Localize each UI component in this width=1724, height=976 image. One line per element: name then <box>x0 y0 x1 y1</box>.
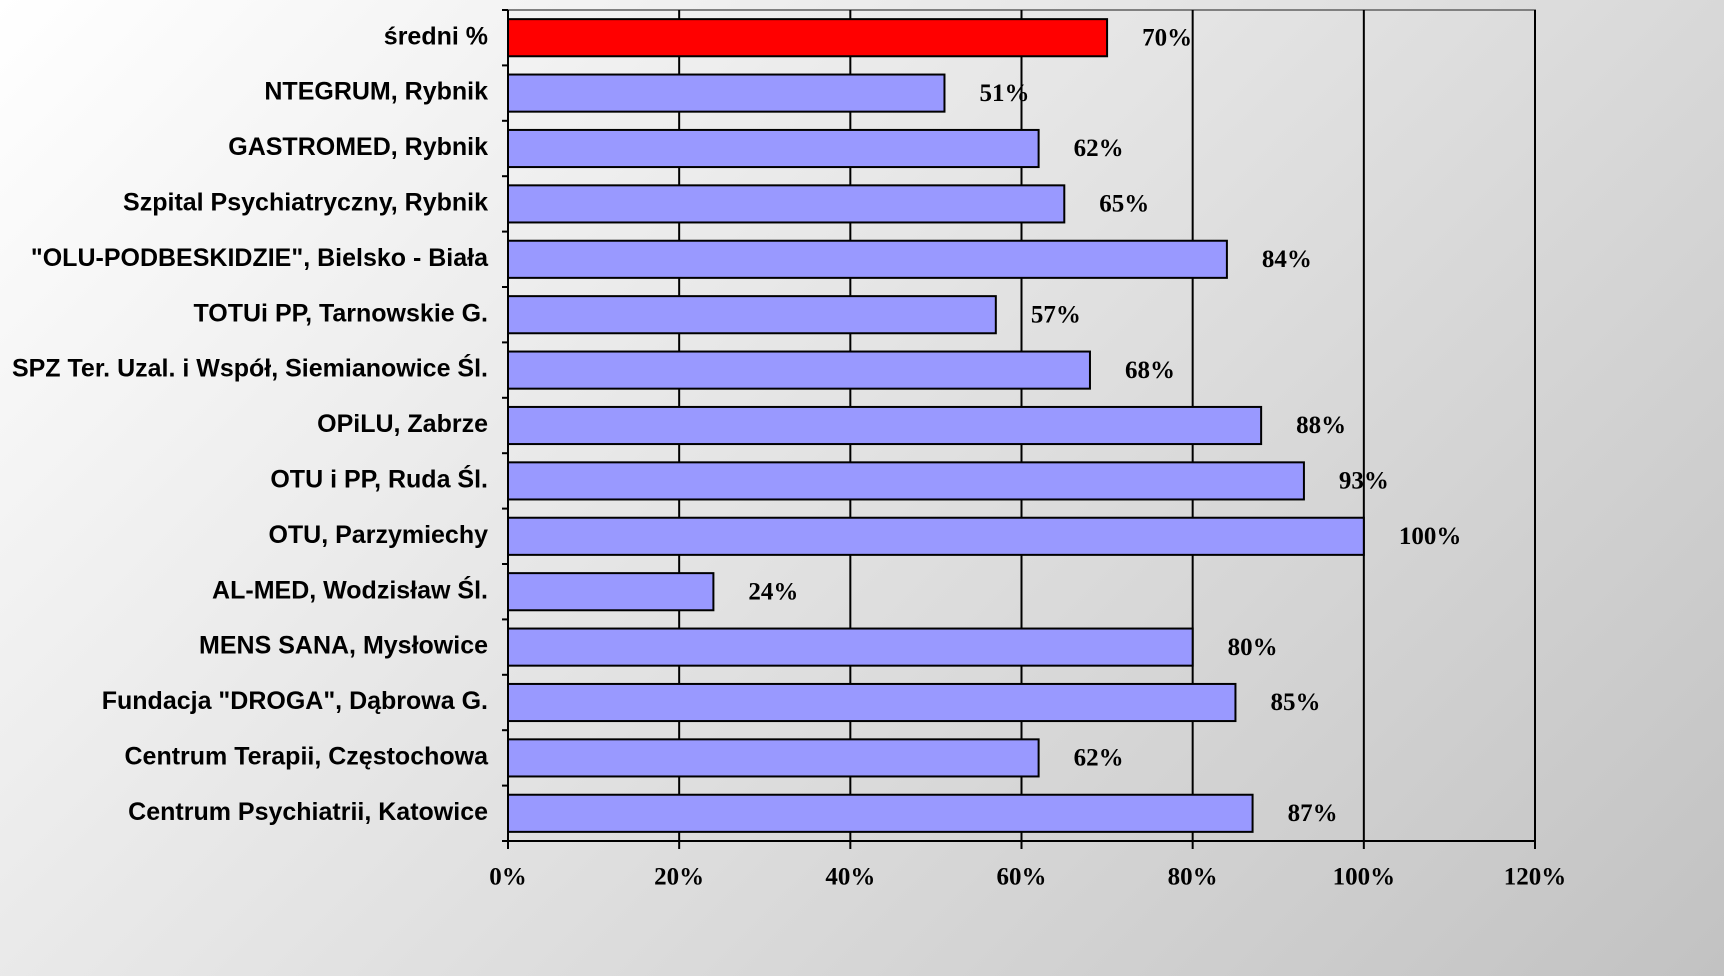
y-tick-label: MENS SANA, Mysłowice <box>199 632 488 660</box>
x-tick-label: 80% <box>1168 864 1218 891</box>
y-tick-label: AL-MED, Wodzisław Śl. <box>212 574 488 604</box>
data-label: 87% <box>1288 800 1338 827</box>
bar <box>507 627 1194 667</box>
y-tick-label: OTU, Parzymiechy <box>268 521 488 549</box>
bar <box>507 184 1066 224</box>
y-tick-label: Centrum Psychiatrii, Katowice <box>128 798 488 826</box>
x-tick-label: 100% <box>1333 864 1396 891</box>
x-tick-label: 0% <box>489 864 527 891</box>
y-tick-label: NTEGRUM, Rybnik <box>264 78 488 106</box>
bar <box>507 295 997 335</box>
data-label: 51% <box>979 80 1029 107</box>
y-tick-label: SPZ Ter. Uzal. i Współ, Siemianowice Śl. <box>12 353 488 383</box>
bar <box>507 18 1109 58</box>
bar <box>507 738 1040 778</box>
y-tick-label: Szpital Psychiatryczny, Rybnik <box>123 189 488 217</box>
y-tick-label: OTU i PP, Ruda Śl. <box>270 464 488 494</box>
data-label: 88% <box>1296 412 1346 439</box>
bar <box>507 516 1365 556</box>
data-label: 62% <box>1074 135 1124 162</box>
y-tick-label: GASTROMED, Rybnik <box>228 133 488 161</box>
x-tick-label: 20% <box>654 864 704 891</box>
bar <box>507 682 1237 723</box>
y-tick-label: OPiLU, Zabrze <box>317 410 488 438</box>
y-tick-label: Centrum Terapii, Częstochowa <box>125 743 490 771</box>
data-label: 24% <box>748 578 798 605</box>
y-tick-label: TOTUi PP, Tarnowskie G. <box>193 299 488 327</box>
data-label: 84% <box>1262 246 1312 273</box>
data-label: 85% <box>1270 689 1320 716</box>
bar <box>507 128 1040 169</box>
bar <box>507 461 1305 501</box>
bar <box>507 793 1254 833</box>
data-label: 65% <box>1099 191 1149 218</box>
y-tick-label: Fundacja "DROGA", Dąbrowa G. <box>102 687 488 715</box>
y-tick-label: średni % <box>384 22 488 50</box>
bar <box>507 572 715 612</box>
data-label: 93% <box>1339 468 1389 495</box>
data-label: 80% <box>1228 634 1278 661</box>
bar <box>507 405 1263 446</box>
data-label: 100% <box>1399 523 1462 550</box>
data-label: 62% <box>1074 745 1124 772</box>
y-tick-label: "OLU-PODBESKIDZIE", Bielsko - Biała <box>31 244 489 272</box>
bar <box>507 73 946 113</box>
bar <box>507 350 1091 390</box>
data-label: 57% <box>1031 301 1081 328</box>
x-tick-label: 40% <box>825 864 875 891</box>
data-label: 70% <box>1142 24 1192 51</box>
x-tick-label: 60% <box>997 864 1047 891</box>
data-label: 68% <box>1125 357 1175 384</box>
bar <box>507 239 1228 279</box>
x-tick-label: 120% <box>1504 864 1567 891</box>
